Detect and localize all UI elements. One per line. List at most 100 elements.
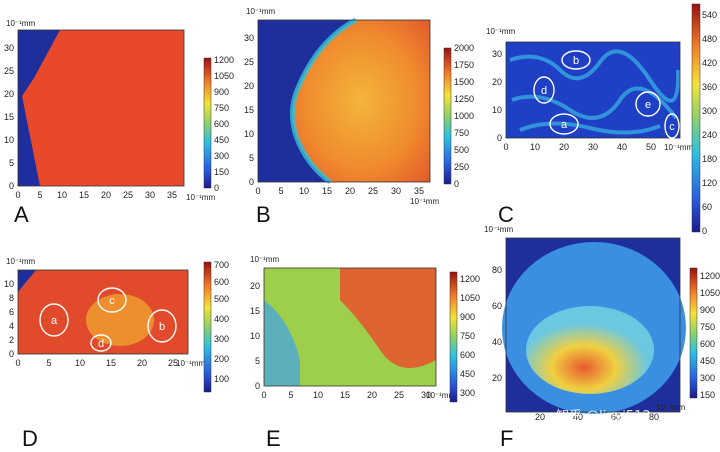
panel-a-y-unit: 10⁻¹mm — [6, 19, 35, 28]
panel-f-y-tick: 60 — [492, 301, 502, 311]
panel-a-y-ticks: 0 5 10 15 20 25 30 — [4, 43, 14, 191]
panel-f-colorbar-ticks: 150 300 450 600 750 900 1050 1200 — [700, 271, 720, 400]
panel-c: b d a e c 0 10 20 30 40 50 0 10 20 30 10… — [486, 3, 717, 236]
panel-a-x-tick: 10 — [57, 190, 67, 200]
panel-f-y-unit: 10⁻¹mm — [484, 225, 513, 234]
panel-f-warm-zone — [526, 306, 654, 394]
roi-d-d — [90, 334, 112, 352]
panel-c-x-tick: 0 — [503, 142, 508, 152]
panel-c-x-tick: 20 — [559, 142, 569, 152]
panel-e-cbar-tick: 300 — [460, 388, 475, 398]
panel-e-x-ticks: 0 5 10 15 20 25 30 — [261, 390, 431, 400]
panel-d-x-tick: 5 — [46, 358, 51, 368]
panel-d-x-tick: 25 — [168, 358, 178, 368]
panel-b-x-tick: 35 — [414, 186, 424, 196]
panel-b-y-tick: 0 — [249, 177, 254, 187]
panel-b-y-ticks: 0 5 10 15 20 25 30 — [244, 33, 254, 187]
panel-a-cbar-tick: 1200 — [214, 55, 234, 65]
panel-f-y-tick: 40 — [492, 337, 502, 347]
panel-b-y-tick: 5 — [249, 153, 254, 163]
panel-f-cbar-tick: 150 — [700, 390, 715, 400]
panel-b-colorbar-ticks: 0 250 500 750 1000 1250 1500 1750 2000 — [454, 43, 474, 189]
panel-c-x-tick: 40 — [617, 142, 627, 152]
panel-b-x-tick: 20 — [345, 186, 355, 196]
panel-e-label: E — [266, 426, 281, 451]
panel-c-cbar-tick: 120 — [702, 178, 717, 188]
panel-a-cbar-tick: 900 — [214, 87, 229, 97]
roi-c-a — [549, 113, 579, 135]
panel-d-x-ticks: 0 5 10 15 20 25 — [15, 358, 178, 368]
panel-f-y-tick: 20 — [492, 373, 502, 383]
panel-b-x-tick: 5 — [278, 186, 283, 196]
panel-d-cbar-tick: 300 — [214, 334, 229, 344]
panel-a-cbar-tick: 450 — [214, 135, 229, 145]
panel-d-cbar-tick: 600 — [214, 277, 229, 287]
roi-d-b-label: b — [159, 321, 165, 333]
roi-c-a-label: a — [561, 119, 568, 131]
panel-f-y-tick: 80 — [492, 265, 502, 275]
panel-a-cbar-tick: 1050 — [214, 71, 234, 81]
roi-d-d-label: d — [98, 338, 104, 350]
panel-e-hot-region — [340, 268, 436, 368]
panel-f-cbar-tick: 1200 — [700, 271, 720, 281]
panel-b-cbar-tick: 1750 — [454, 60, 474, 70]
panel-a-x-tick: 15 — [79, 190, 89, 200]
panel-b-y-tick: 25 — [244, 57, 254, 67]
roi-c-c-label: c — [669, 121, 675, 133]
panel-e-cbar-tick: 600 — [460, 350, 475, 360]
panel-a-x-tick: 35 — [167, 190, 177, 200]
panel-f-cbar-tick: 450 — [700, 356, 715, 366]
panel-f-cbar-tick: 300 — [700, 373, 715, 383]
panel-e-y-tick: 15 — [250, 306, 260, 316]
panel-c-colorbar-ticks: 0 60 120 180 240 300 360 420 480 540 — [702, 10, 717, 236]
panel-b-cbar-tick: 1500 — [454, 77, 474, 87]
panel-d-y-tick: 8 — [9, 293, 14, 303]
panel-d-cbar-tick: 700 — [214, 260, 229, 270]
roi-c-c — [664, 113, 680, 139]
panel-c-cbar-tick: 300 — [702, 106, 717, 116]
panel-b-cbar-tick: 0 — [454, 179, 459, 189]
panel-c-cbar-tick: 480 — [702, 34, 717, 44]
panel-a-sample — [22, 30, 184, 186]
panel-e-cbar-tick: 1050 — [460, 293, 480, 303]
panel-d-y-unit: 10⁻¹mm — [6, 257, 35, 266]
watermark-text: 知乎 @linyi512 — [556, 408, 651, 424]
panel-b-x-tick: 0 — [255, 186, 260, 196]
panel-b-x-ticks: 0 5 10 15 20 25 30 35 — [255, 186, 424, 196]
panel-c-x-ticks: 0 10 20 30 40 50 — [503, 142, 656, 152]
panel-c-y-tick: 10 — [492, 105, 502, 115]
roi-c-e — [635, 91, 661, 117]
panel-d-corner — [18, 270, 36, 292]
panel-c-x-tick: 50 — [646, 142, 656, 152]
panel-c-x-tick: 30 — [588, 142, 598, 152]
panel-d-cbar-tick: 400 — [214, 314, 229, 324]
panel-f-colorbar — [689, 267, 698, 399]
panel-e-y-ticks: 0 5 10 15 20 — [250, 281, 260, 391]
panel-a-y-tick: 5 — [9, 158, 14, 168]
roi-c-e-label: e — [645, 99, 651, 111]
panel-f-x-tick: 80 — [649, 412, 659, 422]
panel-e-cool-region — [264, 300, 300, 386]
panel-e-colorbar-ticks: 300 450 600 750 900 1050 1200 — [460, 274, 480, 398]
panel-a-x-ticks: 0 5 10 15 20 25 30 35 — [15, 190, 177, 200]
panel-b-cbar-tick: 1250 — [454, 94, 474, 104]
panel-d-cbar-tick: 200 — [214, 354, 229, 364]
panel-e-x-tick: 10 — [313, 390, 323, 400]
panel-e-x-tick: 0 — [261, 390, 266, 400]
panel-a-label: A — [14, 202, 29, 227]
panel-e-colorbar — [449, 271, 458, 403]
panel-e-cbar-tick: 1200 — [460, 274, 480, 284]
panel-d-y-tick: 2 — [9, 335, 14, 345]
panel-a-colorbar-ticks: 0 150 300 450 600 750 900 1050 1200 — [214, 55, 234, 193]
roi-c-b-label: b — [573, 55, 579, 67]
panel-c-cbar-tick: 0 — [702, 226, 707, 236]
panel-a-x-tick: 25 — [123, 190, 133, 200]
panel-a-cbar-tick: 600 — [214, 119, 229, 129]
panel-b-sample — [292, 20, 430, 182]
panel-d-x-unit: 10⁻¹mm — [176, 359, 205, 368]
panel-e-y-tick: 20 — [250, 281, 260, 291]
panel-a-y-tick: 30 — [4, 43, 14, 53]
panel-e: 0 5 10 15 20 25 30 0 5 10 15 20 10⁻¹mm 1… — [250, 255, 480, 451]
panel-b-x-tick: 15 — [322, 186, 332, 196]
